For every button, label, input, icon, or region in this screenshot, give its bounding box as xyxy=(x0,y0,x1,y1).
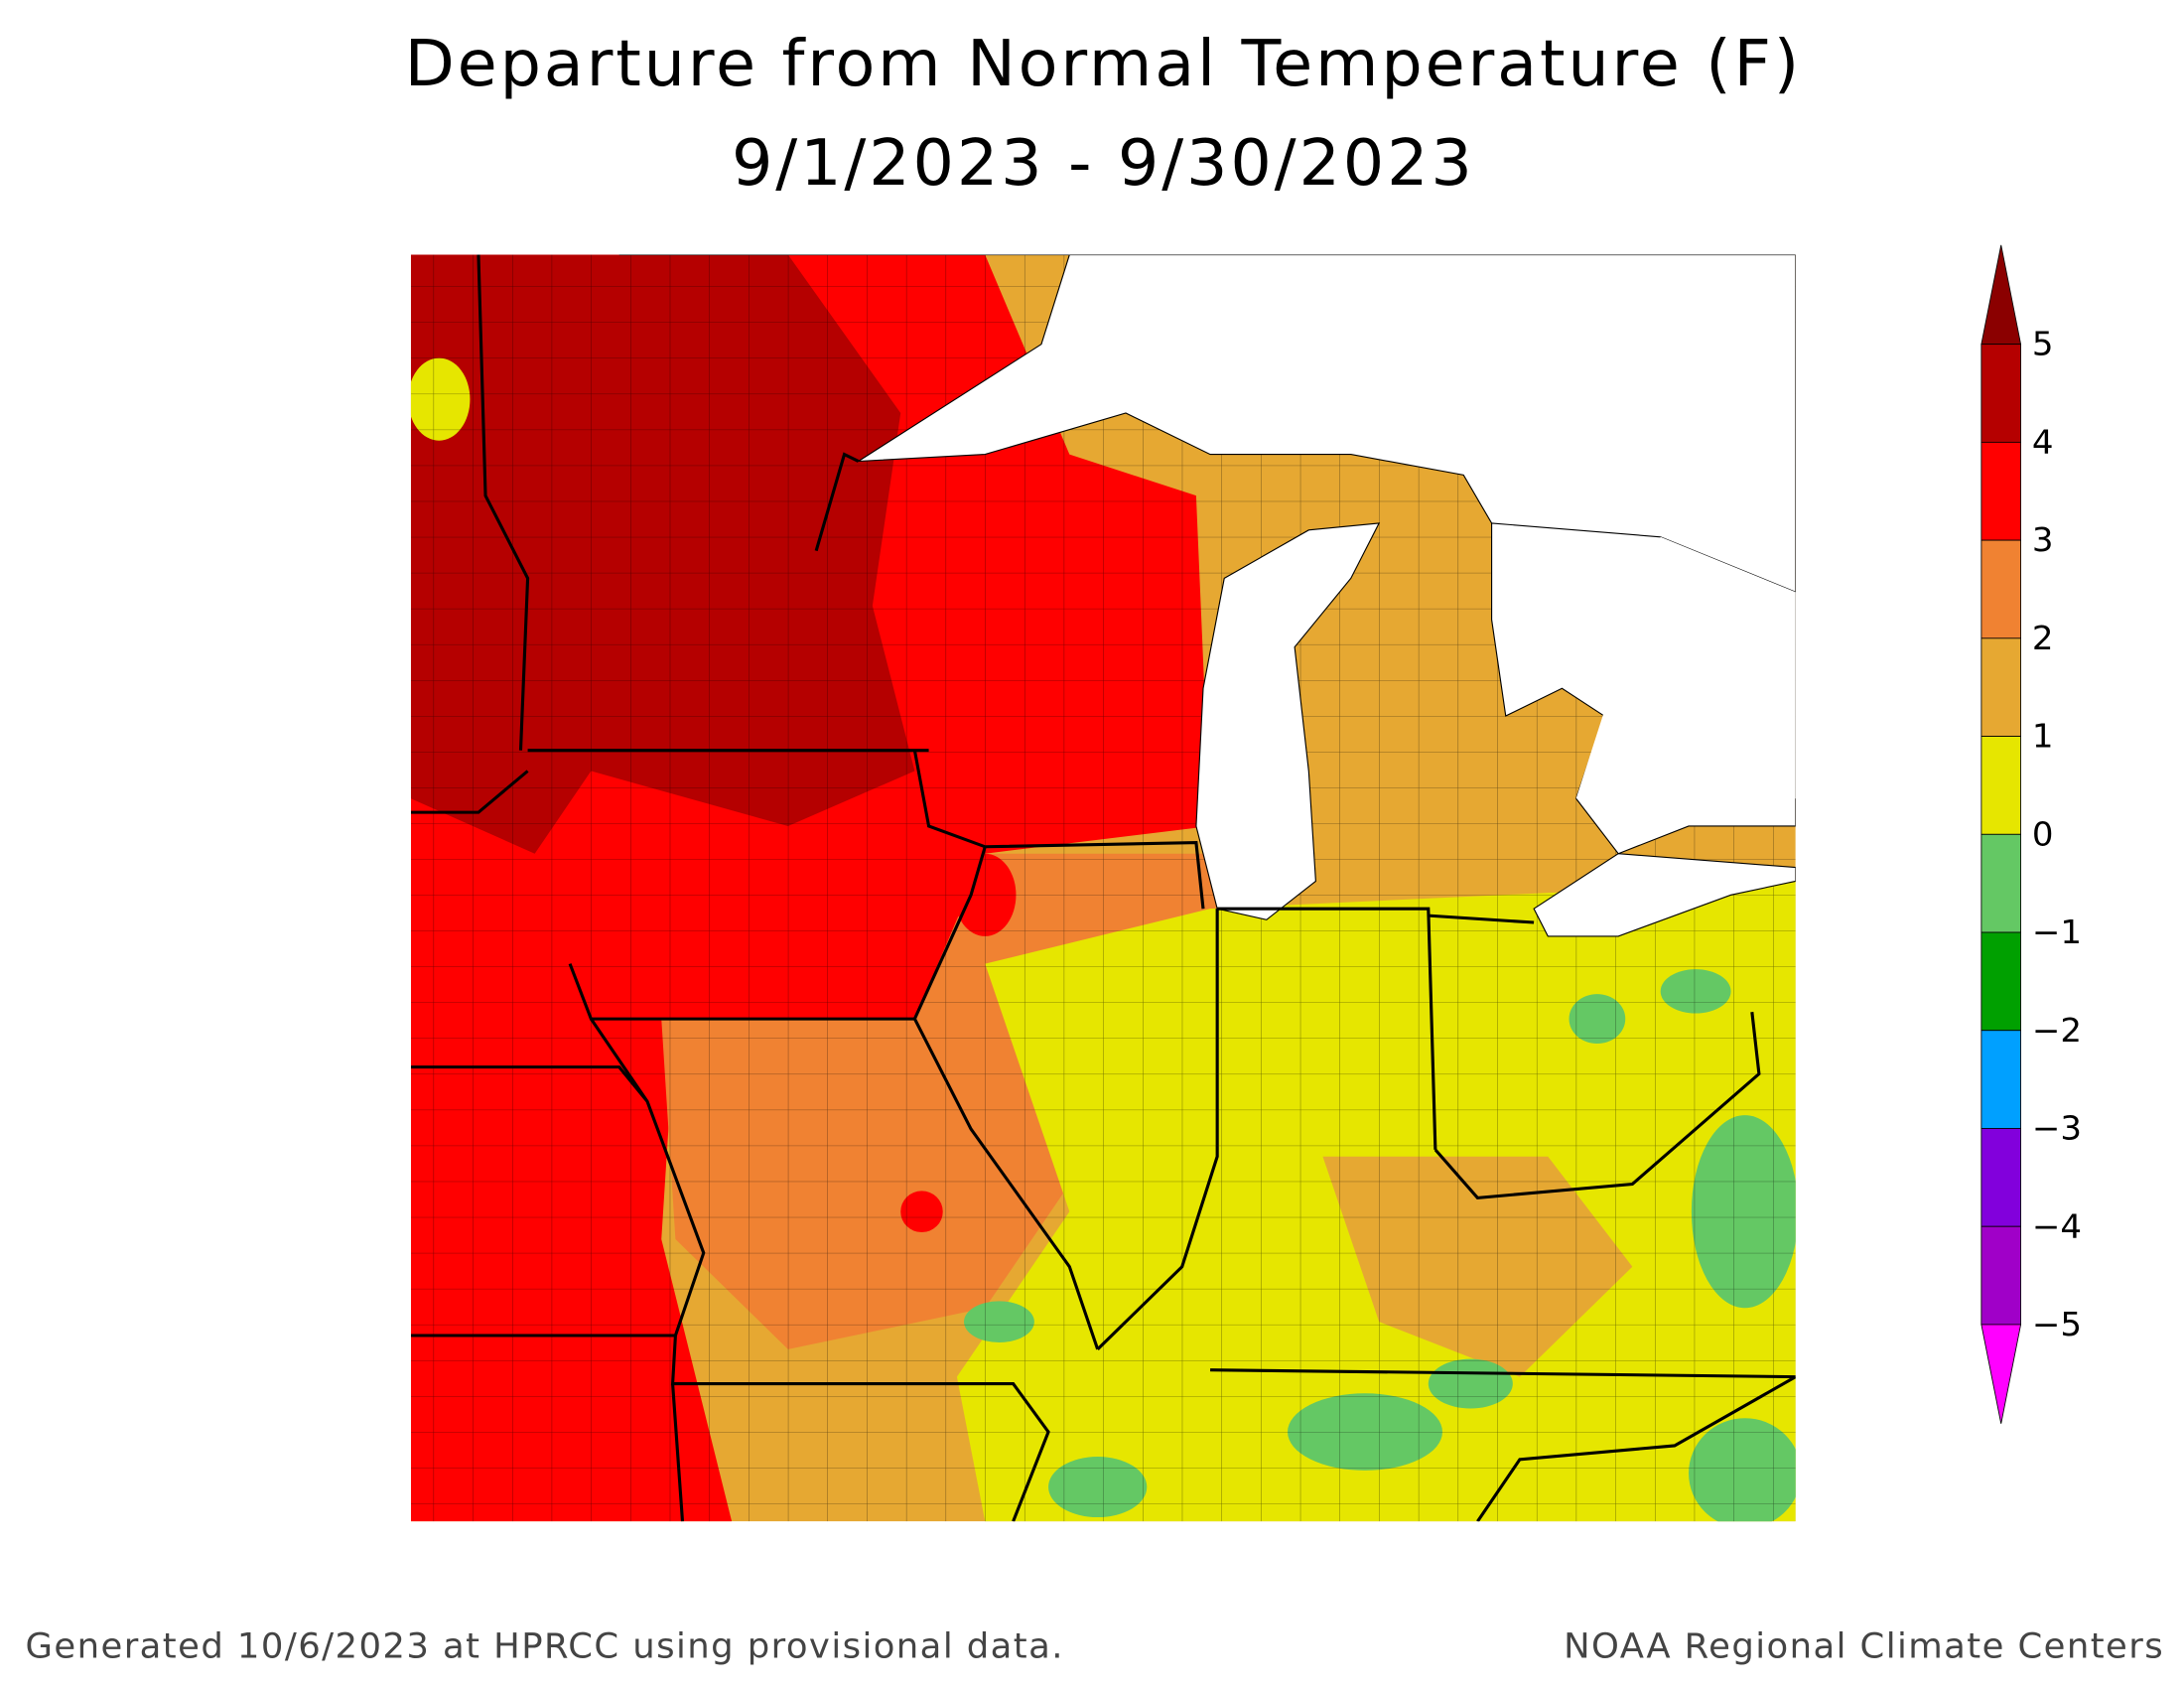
color-bar-segment xyxy=(1980,344,2021,443)
footer-right: NOAA Regional Climate Centers xyxy=(1564,1626,2164,1667)
color-bar-label: 2 xyxy=(2032,619,2054,657)
color-bar-top xyxy=(1980,244,2022,346)
color-bar-segment xyxy=(1980,1030,2021,1129)
color-bar-label: −3 xyxy=(2032,1109,2082,1148)
color-bar-segment xyxy=(1980,441,2021,541)
lake-michigan xyxy=(1195,522,1381,920)
color-bar-label: 4 xyxy=(2032,423,2054,462)
color-bar-label: 0 xyxy=(2032,815,2054,854)
color-bar-label: −4 xyxy=(2032,1207,2082,1246)
color-bar-segment xyxy=(1980,539,2021,639)
color-bar-segment xyxy=(1980,1128,2021,1227)
lake-erie xyxy=(1533,853,1796,937)
color-bar-label: 1 xyxy=(2032,717,2054,756)
color-bar-label: −5 xyxy=(2032,1305,2082,1343)
ontario-land xyxy=(1575,536,1796,799)
color-bar-label: −1 xyxy=(2032,913,2082,951)
color-bar-segment xyxy=(1980,931,2021,1032)
color-bar-bottom xyxy=(1980,1324,2022,1424)
title-line-2: 9/1/2023 - 9/30/2023 xyxy=(732,126,1475,200)
color-bar-segment xyxy=(1980,637,2021,737)
color-bar-segment xyxy=(1980,833,2021,933)
color-bar-label: 3 xyxy=(2032,521,2054,560)
state-borders xyxy=(410,254,1796,1522)
color-bar-label: −2 xyxy=(2032,1011,2082,1050)
footer-left: Generated 10/6/2023 at HPRCC using provi… xyxy=(26,1626,1064,1667)
title-line-1: Departure from Normal Temperature (F) xyxy=(405,28,1802,101)
color-bar-segment xyxy=(1980,736,2021,835)
map xyxy=(410,254,1796,1522)
color-bar-label: 5 xyxy=(2032,325,2054,363)
color-bar: 5 4 3 2 1 0 −1 −2 −3 −4 −5 xyxy=(1980,244,2082,1424)
color-bar-segment xyxy=(1980,1225,2021,1326)
